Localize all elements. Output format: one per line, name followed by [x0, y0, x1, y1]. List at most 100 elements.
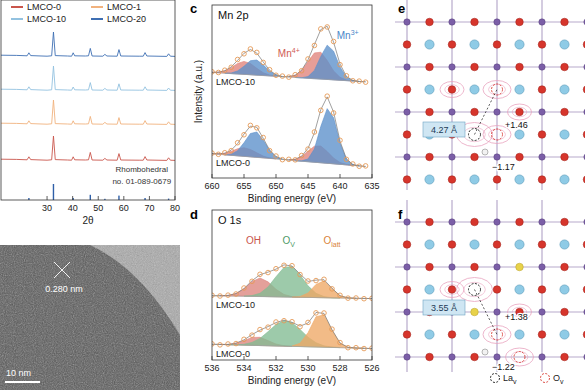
o-atom	[583, 331, 585, 339]
reference-stick	[53, 184, 54, 200]
o-atom	[448, 241, 456, 249]
o-atom	[561, 353, 569, 361]
charge-contour	[489, 129, 506, 140]
la-atom	[515, 40, 524, 49]
sample-label: LMCO-0	[216, 349, 250, 359]
data-point	[226, 293, 231, 298]
chart: 3040506070802θLMCO-0LMCO-1LMCO-10LMCO-20…	[1, 0, 180, 226]
o-atom	[516, 18, 524, 26]
mn-atom	[494, 154, 500, 160]
o-atom	[583, 286, 585, 294]
data-point	[267, 67, 272, 72]
mn-atom	[584, 19, 585, 25]
la-atom	[515, 85, 524, 94]
x-tick-label: 650	[268, 181, 283, 191]
data-point	[338, 340, 343, 345]
mn-atom	[494, 109, 500, 115]
x-tick-label: 60	[119, 203, 129, 213]
o-atom	[493, 286, 501, 294]
mn-atom	[539, 64, 545, 70]
data-point	[274, 266, 279, 271]
distance-box	[423, 122, 465, 137]
mn-atom	[449, 109, 455, 115]
fringe-mark	[54, 262, 70, 278]
sample-label: LMCO-0	[216, 158, 250, 168]
curve	[212, 97, 366, 167]
la-atom	[425, 175, 434, 184]
data-point	[344, 157, 349, 162]
data-point	[234, 292, 239, 297]
h-atom	[482, 149, 488, 155]
charge-contour	[440, 82, 464, 98]
x-tick-label: 528	[332, 363, 347, 373]
legend-label: LMCO-20	[107, 14, 146, 24]
x-tick	[372, 174, 373, 178]
o-atom	[403, 131, 411, 139]
o-atom	[561, 263, 569, 271]
data-point	[322, 277, 327, 282]
x-axis-label: Binding energy (eV)	[248, 375, 336, 386]
component-area	[292, 315, 364, 348]
charge-label: −1.17	[492, 162, 515, 172]
data-point	[248, 47, 253, 52]
x-tick	[308, 174, 309, 178]
o-atom	[471, 18, 479, 26]
x-tick-label: 532	[268, 363, 283, 373]
mn-atom	[539, 109, 545, 115]
o-atom	[403, 86, 411, 94]
data-point	[338, 293, 343, 298]
o-atom	[538, 286, 546, 294]
data-point	[223, 68, 228, 73]
mn-atom	[404, 64, 410, 70]
reference-stick	[90, 195, 91, 200]
la-atom	[425, 285, 434, 294]
legend-symbol	[491, 374, 500, 383]
mn-atom	[584, 154, 585, 160]
data-point	[258, 327, 263, 332]
o-atom	[471, 63, 479, 71]
component-area	[295, 45, 359, 81]
o-atom	[516, 108, 524, 116]
bond	[395, 66, 585, 67]
data-point	[266, 325, 271, 330]
data-point	[218, 343, 223, 348]
x-tick	[212, 356, 213, 360]
x-tick-label: 660	[204, 181, 219, 191]
data-point	[338, 62, 343, 67]
o-atom	[471, 263, 479, 271]
frame	[1, 0, 175, 200]
o-atom	[448, 176, 456, 184]
data-point	[346, 345, 351, 350]
bond	[451, 0, 452, 190]
sample-label: LMCO-10	[216, 300, 255, 310]
bond	[395, 156, 585, 157]
component-area	[225, 132, 283, 159]
la-atom	[515, 285, 524, 294]
h-atom	[482, 349, 488, 355]
data-point	[299, 153, 304, 158]
subscript: V	[290, 241, 295, 248]
legend-label: LMCO-10	[27, 14, 66, 24]
bond	[395, 266, 585, 267]
o-atom	[538, 241, 546, 249]
data-point	[234, 341, 239, 346]
data-point	[293, 158, 298, 163]
scale-bar-label: 10 nm	[6, 368, 31, 378]
legend-label: Lav	[503, 373, 517, 385]
o-atom	[403, 41, 411, 49]
data-point	[363, 80, 368, 85]
x-tick	[372, 356, 373, 360]
tem-background	[0, 245, 180, 390]
x-tick-label: 640	[332, 181, 347, 191]
o-atom	[516, 153, 524, 161]
x-tick-label: 30	[42, 203, 52, 213]
mn-atom	[539, 309, 545, 315]
mn-atom	[449, 19, 455, 25]
mn-atom	[539, 154, 545, 160]
o-atom	[471, 108, 479, 116]
data-point	[216, 152, 221, 157]
o-atom	[426, 153, 434, 161]
data-point	[223, 150, 228, 155]
bond	[406, 0, 407, 190]
data-point	[293, 72, 298, 77]
